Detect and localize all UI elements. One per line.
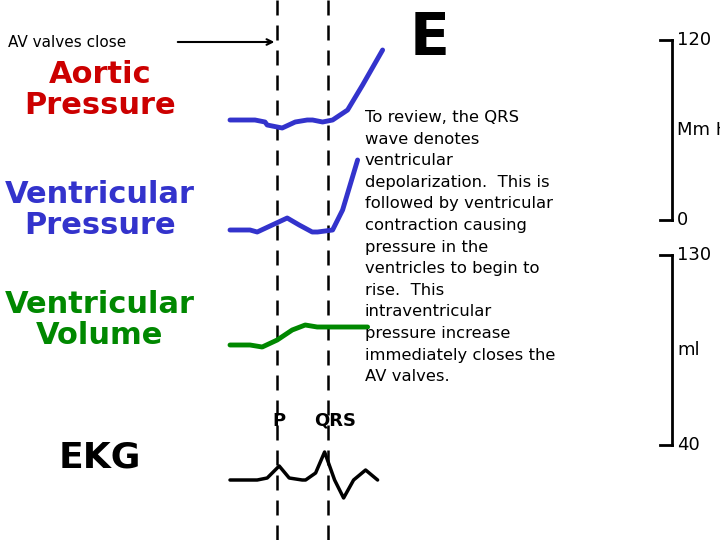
Text: Ventricular
Volume: Ventricular Volume — [5, 290, 195, 350]
Text: AV valves close: AV valves close — [8, 35, 126, 50]
Text: To review, the QRS
wave denotes
ventricular
depolarization.  This is
followed by: To review, the QRS wave denotes ventricu… — [365, 110, 555, 384]
Text: 40: 40 — [677, 436, 700, 454]
Text: ml: ml — [677, 341, 700, 359]
Text: E: E — [410, 10, 450, 67]
Text: Aortic
Pressure: Aortic Pressure — [24, 60, 176, 120]
Text: 130: 130 — [677, 246, 711, 264]
Text: Ventricular
Pressure: Ventricular Pressure — [5, 180, 195, 240]
Text: 0: 0 — [677, 211, 688, 229]
Text: 120: 120 — [677, 31, 711, 49]
Text: EKG: EKG — [59, 440, 141, 474]
Text: Mm Hg: Mm Hg — [677, 121, 720, 139]
Text: P: P — [273, 412, 286, 430]
Text: QRS: QRS — [315, 412, 356, 430]
